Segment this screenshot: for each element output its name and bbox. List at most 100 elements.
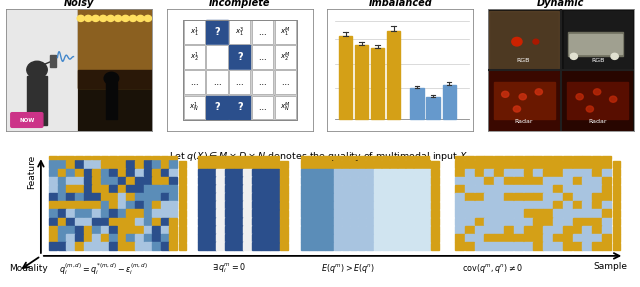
Bar	[127, 160, 134, 168]
Text: Radar: Radar	[514, 119, 532, 124]
Bar	[326, 242, 333, 250]
Bar	[422, 156, 429, 160]
Bar	[78, 70, 152, 88]
Bar	[152, 218, 160, 225]
Bar	[58, 210, 66, 217]
Bar	[280, 243, 288, 250]
Bar	[84, 156, 92, 160]
Bar	[374, 226, 381, 234]
Bar	[613, 193, 620, 201]
Bar	[225, 156, 233, 160]
Bar	[326, 210, 333, 217]
Bar	[270, 210, 279, 217]
Text: $\cdots$: $\cdots$	[258, 53, 267, 62]
Bar	[169, 226, 177, 234]
Bar	[534, 185, 543, 193]
Bar	[475, 201, 484, 209]
Bar	[309, 156, 317, 160]
Bar	[573, 201, 582, 209]
Bar	[270, 242, 279, 250]
Bar	[465, 193, 474, 201]
Bar	[475, 226, 484, 234]
Bar	[349, 168, 357, 176]
Bar	[406, 210, 413, 217]
Bar	[161, 218, 169, 225]
Bar	[431, 210, 438, 217]
Bar	[422, 201, 429, 209]
Bar	[252, 70, 273, 94]
Circle shape	[513, 106, 520, 112]
Bar	[358, 218, 365, 225]
Bar	[252, 168, 261, 176]
Bar	[358, 193, 365, 201]
Bar	[161, 201, 169, 209]
Bar	[135, 193, 143, 201]
Bar	[152, 234, 160, 242]
Bar	[49, 156, 57, 160]
Bar	[92, 226, 100, 234]
Bar	[390, 234, 397, 242]
Text: ?: ?	[237, 102, 243, 113]
Bar	[333, 210, 341, 217]
Bar	[270, 156, 278, 160]
Bar	[365, 201, 373, 209]
Bar	[152, 168, 160, 176]
Bar	[100, 234, 109, 242]
Bar	[602, 177, 611, 185]
Bar	[229, 70, 250, 94]
Bar	[514, 168, 524, 176]
Bar	[524, 185, 533, 193]
Bar	[543, 218, 552, 225]
Bar	[326, 156, 333, 160]
Bar	[261, 201, 270, 209]
Text: $\exists\, q_i^m = 0$: $\exists\, q_i^m = 0$	[212, 262, 246, 275]
Bar	[184, 96, 205, 119]
Bar	[455, 193, 465, 201]
Bar	[553, 226, 563, 234]
Bar	[280, 226, 288, 234]
Bar	[216, 156, 224, 160]
Title: Incomplete: Incomplete	[209, 0, 271, 8]
Bar	[261, 193, 270, 201]
Bar	[169, 242, 177, 250]
Bar	[455, 156, 464, 160]
Bar	[109, 210, 117, 217]
Bar	[270, 160, 279, 168]
Bar	[414, 218, 422, 225]
Bar	[602, 234, 611, 242]
Bar	[422, 160, 429, 168]
Bar	[270, 201, 279, 209]
Bar	[184, 20, 205, 44]
Bar	[484, 168, 494, 176]
Bar	[152, 226, 160, 234]
Bar	[455, 177, 465, 185]
Bar	[301, 168, 309, 176]
Bar	[431, 218, 438, 225]
Bar	[514, 242, 524, 250]
Bar	[143, 156, 151, 160]
Bar	[216, 168, 225, 176]
Bar	[252, 201, 261, 209]
Bar	[243, 168, 252, 176]
Bar	[514, 210, 524, 217]
Circle shape	[137, 15, 144, 22]
Bar	[109, 193, 117, 201]
Bar	[381, 242, 389, 250]
Bar	[216, 226, 225, 234]
Bar	[252, 160, 261, 168]
Bar	[216, 242, 225, 250]
Bar	[109, 226, 117, 234]
Bar	[100, 210, 109, 217]
Bar	[216, 201, 225, 209]
Bar	[494, 177, 504, 185]
Bar	[602, 201, 611, 209]
Bar	[494, 218, 504, 225]
Bar	[398, 226, 406, 234]
Bar	[381, 185, 389, 193]
Bar	[381, 234, 389, 242]
Bar	[602, 218, 611, 225]
Bar	[342, 177, 349, 185]
Bar	[270, 218, 279, 225]
Bar	[225, 193, 234, 201]
Bar	[234, 201, 243, 209]
